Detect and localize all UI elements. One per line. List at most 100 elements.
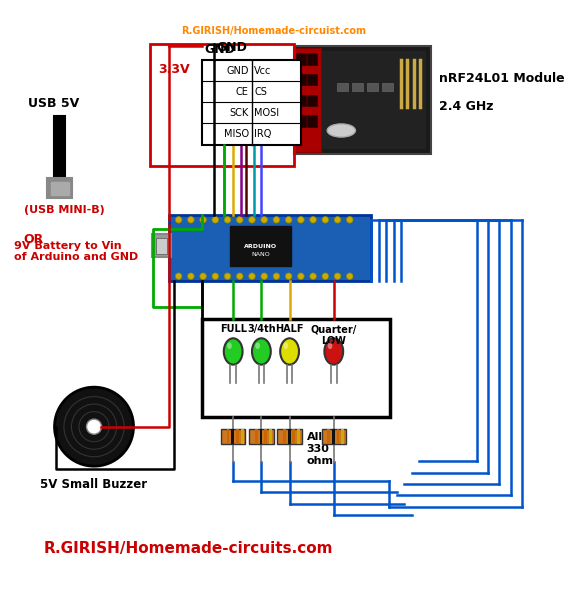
Circle shape <box>224 216 231 223</box>
Circle shape <box>261 216 268 223</box>
Text: 5V Small Buzzer: 5V Small Buzzer <box>40 478 147 491</box>
Circle shape <box>346 216 353 223</box>
Circle shape <box>237 216 243 223</box>
Circle shape <box>261 273 268 280</box>
Text: FULL: FULL <box>220 324 247 334</box>
Bar <box>322 51 426 150</box>
Bar <box>169 215 371 281</box>
Bar <box>307 95 317 106</box>
Bar <box>156 238 167 254</box>
Bar <box>294 48 321 152</box>
Bar <box>227 428 230 444</box>
Text: CE: CE <box>236 87 249 97</box>
Circle shape <box>237 273 243 280</box>
Bar <box>255 428 258 444</box>
Bar <box>230 226 292 266</box>
Text: R.GIRISH/Homemade-circuist.com: R.GIRISH/Homemade-circuist.com <box>181 26 366 36</box>
Text: (USB MINI-B): (USB MINI-B) <box>23 205 104 215</box>
Bar <box>297 428 300 444</box>
Circle shape <box>334 273 341 280</box>
Circle shape <box>175 216 182 223</box>
Bar <box>202 60 301 145</box>
Ellipse shape <box>327 124 356 137</box>
Bar <box>307 115 317 126</box>
Text: Quarter/
LOW: Quarter/ LOW <box>311 324 357 346</box>
Bar <box>296 53 305 64</box>
Ellipse shape <box>227 343 232 349</box>
Circle shape <box>322 273 329 280</box>
Circle shape <box>322 216 329 223</box>
Bar <box>283 428 286 444</box>
Bar <box>332 428 335 444</box>
Circle shape <box>188 216 194 223</box>
Text: OR: OR <box>23 233 44 246</box>
Circle shape <box>175 273 182 280</box>
Ellipse shape <box>283 343 288 349</box>
Bar <box>296 115 305 126</box>
Text: MISO: MISO <box>223 129 249 139</box>
Text: nRF24L01 Module: nRF24L01 Module <box>439 72 565 85</box>
Ellipse shape <box>280 338 299 365</box>
Text: 3/4th: 3/4th <box>247 324 276 334</box>
Text: NANO: NANO <box>251 252 270 257</box>
Text: USB 5V: USB 5V <box>28 97 79 110</box>
Text: HALF: HALF <box>275 324 304 334</box>
Circle shape <box>310 216 317 223</box>
Text: R.GIRISH/Homemade-circuits.com: R.GIRISH/Homemade-circuits.com <box>43 541 333 556</box>
Bar <box>236 428 239 444</box>
Bar <box>382 83 393 91</box>
Bar <box>249 428 273 444</box>
Text: CS: CS <box>254 87 267 97</box>
Text: 2.4 GHz: 2.4 GHz <box>439 100 494 113</box>
Ellipse shape <box>324 338 343 365</box>
Circle shape <box>273 216 280 223</box>
Ellipse shape <box>255 343 260 349</box>
Circle shape <box>334 216 341 223</box>
Bar <box>327 428 330 444</box>
Text: 3.3V: 3.3V <box>158 63 189 76</box>
Circle shape <box>200 216 206 223</box>
Bar <box>294 46 431 154</box>
Bar <box>293 428 295 444</box>
Circle shape <box>297 273 304 280</box>
Bar <box>278 428 302 444</box>
Text: SCK: SCK <box>230 108 249 118</box>
Text: MOSI: MOSI <box>254 108 279 118</box>
Ellipse shape <box>328 343 332 349</box>
Bar <box>307 74 317 85</box>
Bar <box>264 428 267 444</box>
Bar <box>296 74 305 85</box>
Circle shape <box>55 387 134 466</box>
Bar <box>231 428 234 444</box>
Text: GND: GND <box>204 43 235 56</box>
Circle shape <box>285 216 292 223</box>
Circle shape <box>346 273 353 280</box>
Circle shape <box>86 419 101 434</box>
Circle shape <box>224 273 231 280</box>
Circle shape <box>249 216 255 223</box>
Bar <box>287 428 290 444</box>
Ellipse shape <box>252 338 271 365</box>
Circle shape <box>212 216 219 223</box>
Text: ARDUINO: ARDUINO <box>244 243 277 249</box>
Text: IRQ: IRQ <box>254 129 272 139</box>
Circle shape <box>188 273 194 280</box>
Bar <box>47 177 72 198</box>
Bar <box>54 116 65 177</box>
Circle shape <box>273 273 280 280</box>
Bar <box>241 428 244 444</box>
Bar <box>221 428 245 444</box>
Text: 9V Battery to Vin
of Arduino and GND: 9V Battery to Vin of Arduino and GND <box>14 241 138 262</box>
Circle shape <box>285 273 292 280</box>
Circle shape <box>297 216 304 223</box>
Circle shape <box>249 273 255 280</box>
Circle shape <box>200 273 206 280</box>
Circle shape <box>212 273 219 280</box>
Bar <box>336 428 339 444</box>
Text: All
330
ohm: All 330 ohm <box>307 432 333 466</box>
Bar <box>269 428 272 444</box>
Bar <box>336 83 348 91</box>
Bar <box>296 95 305 106</box>
Bar <box>259 428 262 444</box>
Bar <box>352 83 363 91</box>
